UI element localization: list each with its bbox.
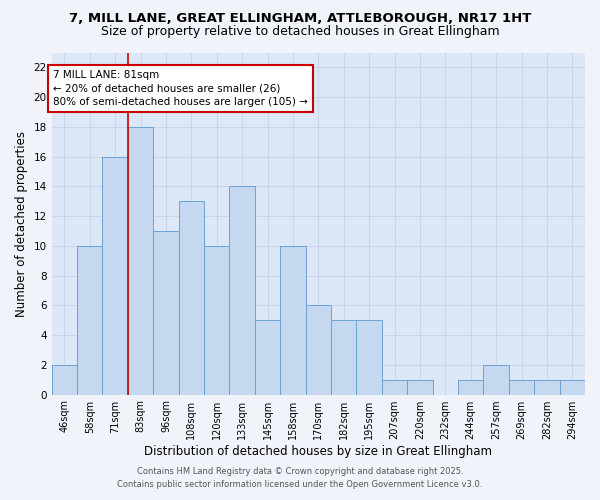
Text: Size of property relative to detached houses in Great Ellingham: Size of property relative to detached ho… [101, 25, 499, 38]
Bar [204, 246, 229, 394]
Bar [52, 365, 77, 394]
Bar [356, 320, 382, 394]
Text: 7, MILL LANE, GREAT ELLINGHAM, ATTLEBOROUGH, NR17 1HT: 7, MILL LANE, GREAT ELLINGHAM, ATTLEBORO… [69, 12, 531, 26]
Bar [534, 380, 560, 394]
Bar [255, 320, 280, 394]
Bar [458, 380, 484, 394]
Y-axis label: Number of detached properties: Number of detached properties [15, 130, 28, 316]
Bar [179, 201, 204, 394]
Bar [407, 380, 433, 394]
Text: 7 MILL LANE: 81sqm
← 20% of detached houses are smaller (26)
80% of semi-detache: 7 MILL LANE: 81sqm ← 20% of detached hou… [53, 70, 308, 106]
Bar [484, 365, 509, 394]
Bar [382, 380, 407, 394]
Bar [305, 306, 331, 394]
Bar [103, 156, 128, 394]
Bar [77, 246, 103, 394]
Bar [153, 231, 179, 394]
X-axis label: Distribution of detached houses by size in Great Ellingham: Distribution of detached houses by size … [145, 444, 493, 458]
Bar [280, 246, 305, 394]
Bar [509, 380, 534, 394]
Bar [560, 380, 585, 394]
Bar [331, 320, 356, 394]
Text: Contains HM Land Registry data © Crown copyright and database right 2025.
Contai: Contains HM Land Registry data © Crown c… [118, 468, 482, 489]
Bar [229, 186, 255, 394]
Bar [128, 127, 153, 394]
